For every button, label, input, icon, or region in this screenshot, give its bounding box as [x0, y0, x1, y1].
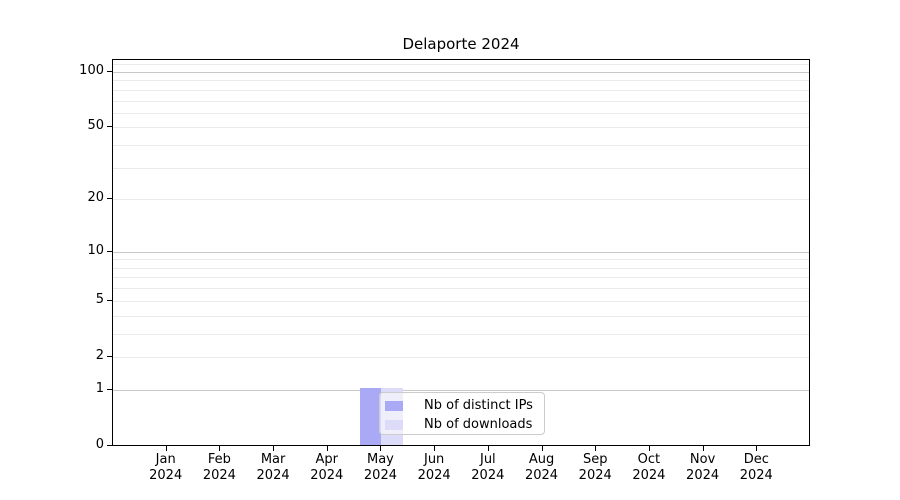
x-tick-mark [326, 446, 328, 451]
x-tick-year: 2024 [149, 468, 183, 483]
x-tick-month: Jan [155, 452, 176, 467]
x-tick-year: 2024 [686, 468, 720, 483]
x-tick-month: Jun [423, 452, 445, 467]
minor-gridline [113, 167, 809, 169]
minor-gridline [113, 127, 809, 129]
x-tick-mark [648, 446, 650, 451]
major-gridline [113, 389, 809, 391]
x-tick-mark [434, 446, 436, 451]
gridlines-layer [113, 60, 809, 445]
x-tick-month: Mar [260, 452, 286, 467]
x-tick-month: Sep [582, 452, 608, 467]
x-tick-month: Nov [689, 452, 716, 467]
y-tick-mark [107, 250, 112, 252]
x-tick-label: Jul 2024 [461, 452, 515, 484]
y-tick-mark [107, 299, 112, 301]
bars-layer [113, 60, 809, 445]
x-tick-mark [380, 446, 382, 451]
minor-gridline [113, 259, 809, 261]
y-tick-label: 50 [87, 118, 104, 134]
x-tick-year: 2024 [310, 468, 344, 483]
x-tick-month: Dec [743, 452, 769, 467]
minor-gridline [113, 333, 809, 335]
minor-gridline [113, 145, 809, 147]
legend-row-downloads: Nb of downloads [380, 415, 544, 434]
y-tick-mark [107, 388, 112, 390]
x-tick-month: Jul [479, 452, 496, 467]
y-tick-label: 2 [95, 347, 104, 363]
chart-title: Delaporte 2024 [402, 35, 520, 53]
minor-gridline [113, 300, 809, 302]
y-tick-label: 20 [87, 190, 104, 206]
major-gridline [113, 71, 809, 73]
x-tick-mark [702, 446, 704, 451]
y-tick-label: 10 [87, 242, 104, 258]
x-tick-label: Aug 2024 [515, 452, 569, 484]
minor-gridline [113, 267, 809, 269]
distinct-ips-swatch [385, 400, 403, 411]
major-gridline [113, 251, 809, 253]
minor-gridline [113, 356, 809, 358]
bar-distinct-ips [359, 387, 382, 445]
x-tick-label: Dec 2024 [729, 452, 783, 484]
x-tick-year: 2024 [739, 468, 773, 483]
x-tick-label: May 2024 [353, 452, 407, 484]
y-tick-label: 1 [95, 380, 104, 396]
minor-gridline [113, 64, 809, 66]
x-tick-year: 2024 [471, 468, 505, 483]
x-tick-month: Oct [637, 452, 661, 467]
x-tick-label: Jun 2024 [407, 452, 461, 484]
x-tick-label: Apr 2024 [300, 452, 354, 484]
x-tick-year: 2024 [256, 468, 290, 483]
x-tick-mark [273, 446, 275, 451]
legend-row-distinct-ips: Nb of distinct IPs [380, 396, 544, 415]
x-tick-label: Nov 2024 [676, 452, 730, 484]
x-tick-label: Sep 2024 [568, 452, 622, 484]
x-tick-year: 2024 [417, 468, 451, 483]
x-tick-month: May [367, 452, 394, 467]
x-tick-year: 2024 [202, 468, 236, 483]
y-tick-mark [107, 355, 112, 357]
x-tick-mark [487, 446, 489, 451]
minor-gridline [113, 199, 809, 201]
x-tick-mark [756, 446, 758, 451]
minor-gridline [113, 315, 809, 317]
legend-label-downloads: Nb of downloads [424, 416, 533, 432]
y-tick-mark [107, 70, 112, 72]
y-tick-mark [107, 445, 112, 446]
minor-gridline [113, 112, 809, 114]
x-tick-label: Oct 2024 [622, 452, 676, 484]
minor-gridline [113, 100, 809, 102]
x-tick-month: Apr [315, 452, 339, 467]
x-tick-label: Jan 2024 [139, 452, 193, 484]
plot-area [112, 59, 810, 446]
downloads-swatch [385, 419, 403, 430]
y-tick-mark [107, 198, 112, 200]
x-tick-mark [219, 446, 221, 451]
legend-label-distinct-ips: Nb of distinct IPs [424, 397, 533, 413]
minor-gridline [113, 80, 809, 82]
x-tick-mark [595, 446, 597, 451]
x-tick-year: 2024 [632, 468, 666, 483]
x-tick-month: Aug [528, 452, 555, 467]
x-tick-year: 2024 [524, 468, 559, 483]
x-tick-label: Feb 2024 [192, 452, 246, 484]
minor-gridline [113, 89, 809, 91]
minor-gridline [113, 288, 809, 290]
minor-gridline [113, 277, 809, 279]
x-tick-year: 2024 [363, 468, 397, 483]
x-tick-label: Mar 2024 [246, 452, 300, 484]
x-tick-mark [165, 446, 167, 451]
y-tick-label: 100 [79, 62, 104, 78]
y-tick-mark [107, 126, 112, 128]
y-tick-label: 5 [95, 291, 104, 307]
x-tick-month: Feb [207, 452, 231, 467]
x-tick-mark [541, 446, 543, 451]
legend: Nb of distinct IPs Nb of downloads [379, 392, 545, 435]
y-tick-label: 0 [95, 437, 104, 452]
x-tick-year: 2024 [578, 468, 612, 483]
